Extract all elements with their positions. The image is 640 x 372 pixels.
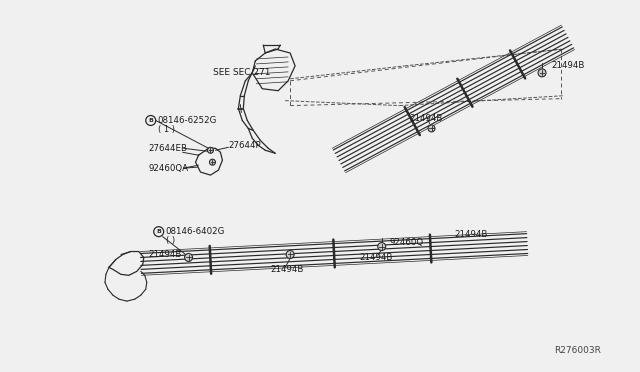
Text: 27644EB: 27644EB [148,144,188,153]
Circle shape [209,159,216,165]
Text: 27644P: 27644P [228,141,261,150]
Text: 08146-6402G: 08146-6402G [166,227,225,236]
Circle shape [184,253,193,262]
Circle shape [538,69,546,77]
Text: 21494B: 21494B [148,250,182,259]
Text: ( 1 ): ( 1 ) [157,125,175,134]
Text: ( ): ( ) [166,236,175,245]
Text: 08146-6252G: 08146-6252G [157,116,217,125]
Text: 21494B: 21494B [551,61,584,70]
Text: B: B [148,118,153,123]
Text: 21494B: 21494B [360,253,393,262]
Text: B: B [156,229,161,234]
Text: SEE SEC.271: SEE SEC.271 [214,68,271,77]
Circle shape [428,125,435,132]
Circle shape [207,147,214,153]
Circle shape [378,243,386,250]
Text: 92460QA: 92460QA [148,164,189,173]
Text: 21494B: 21494B [454,230,488,239]
Circle shape [286,250,294,259]
Text: R276003R: R276003R [554,346,601,355]
Text: 92460Q: 92460Q [390,238,424,247]
Text: 21494B: 21494B [270,265,303,274]
Text: 21494B: 21494B [410,114,443,123]
